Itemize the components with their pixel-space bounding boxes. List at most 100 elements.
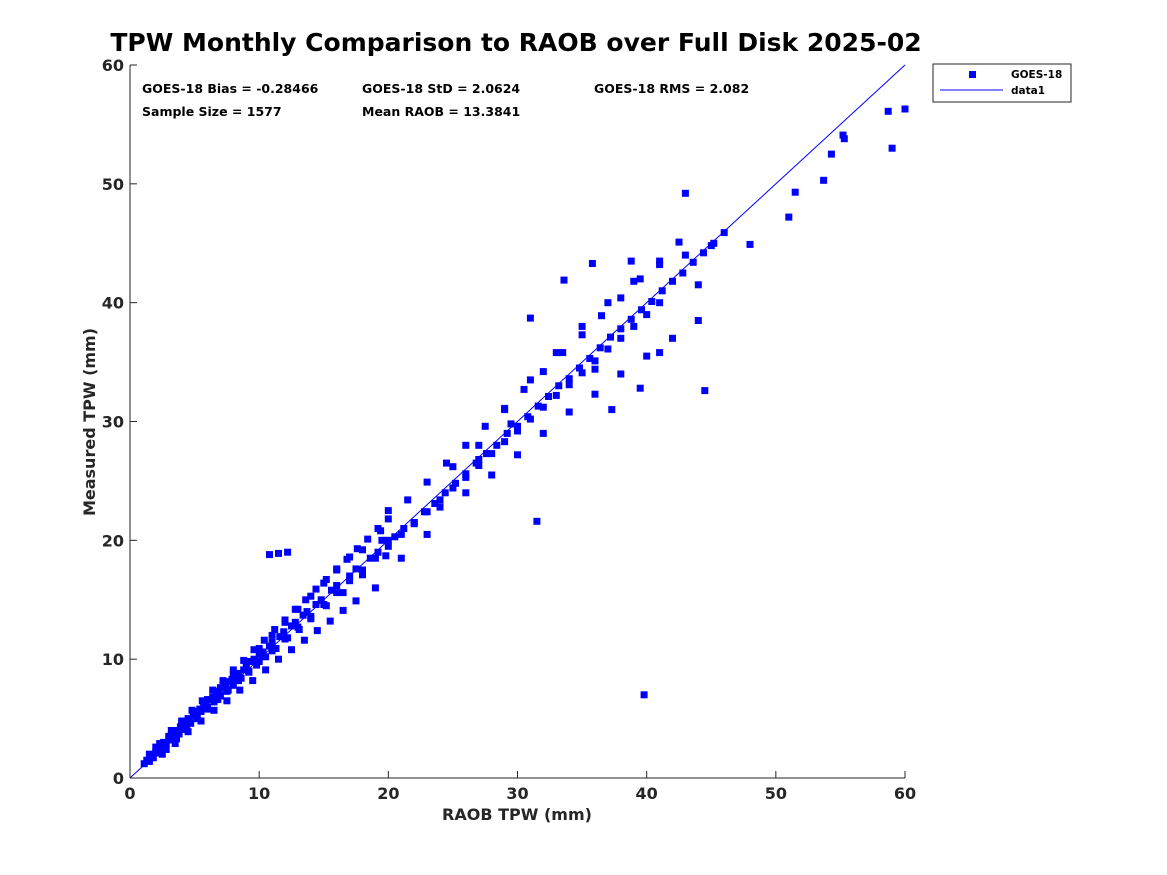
data-point — [608, 406, 616, 414]
data-point — [198, 697, 206, 705]
data-point — [364, 535, 372, 543]
data-point — [275, 655, 282, 663]
y-tick-label: 60 — [102, 56, 124, 75]
data-point — [162, 740, 170, 747]
data-point — [214, 696, 222, 704]
data-point — [501, 438, 509, 446]
data-point — [545, 393, 552, 400]
data-point — [526, 376, 534, 384]
data-point — [526, 415, 534, 423]
data-point — [188, 706, 196, 714]
data-point — [145, 757, 153, 765]
data-point — [359, 566, 366, 574]
data-point — [255, 650, 263, 658]
reference-line-data1 — [129, 64, 906, 779]
data-point — [588, 260, 596, 267]
data-point — [249, 677, 257, 685]
data-point — [262, 653, 270, 661]
data-point — [700, 249, 707, 257]
data-point — [259, 648, 267, 656]
data-point — [483, 450, 490, 458]
data-point — [197, 717, 205, 725]
data-point — [694, 317, 702, 324]
data-point — [223, 697, 231, 705]
data-point — [820, 176, 828, 184]
data-point — [302, 596, 310, 604]
data-point — [591, 390, 599, 398]
data-point — [514, 422, 521, 430]
data-point — [346, 577, 354, 585]
data-point — [276, 633, 284, 641]
legend-label-goes18: GOES-18 — [1011, 69, 1062, 81]
data-point — [260, 636, 268, 644]
data-point — [189, 712, 197, 720]
data-point — [204, 705, 211, 713]
data-point — [152, 743, 160, 751]
data-point — [638, 306, 645, 314]
data-point — [320, 579, 328, 587]
data-point — [443, 459, 450, 467]
data-point — [333, 589, 341, 597]
data-point — [228, 675, 236, 683]
data-point — [236, 686, 244, 694]
data-point — [423, 508, 431, 516]
data-point — [656, 349, 664, 357]
data-point — [307, 612, 315, 620]
data-point — [216, 692, 224, 700]
data-point — [689, 258, 697, 266]
data-point — [173, 735, 180, 743]
data-point — [627, 257, 635, 265]
y-tick-label: 50 — [102, 175, 124, 194]
data-point — [669, 334, 676, 342]
data-point — [578, 331, 586, 339]
data-point — [520, 385, 528, 393]
data-point — [694, 281, 702, 289]
y-tick-label: 30 — [102, 413, 124, 432]
data-point — [240, 656, 248, 664]
data-point — [404, 496, 412, 504]
y-tick-label: 10 — [102, 650, 124, 669]
data-point — [219, 677, 227, 685]
scatter-series-goes18 — [140, 105, 909, 768]
data-point — [452, 479, 459, 487]
data-point — [791, 188, 799, 196]
data-point — [253, 661, 261, 669]
data-point — [382, 552, 390, 560]
data-point — [158, 750, 166, 758]
data-point — [250, 646, 258, 654]
data-point — [320, 601, 328, 608]
data-point — [462, 473, 470, 481]
data-point — [643, 352, 651, 360]
data-point — [333, 565, 341, 573]
data-point — [488, 471, 496, 479]
data-point — [165, 732, 173, 740]
y-tick-label: 20 — [102, 531, 124, 550]
x-tick-label: 50 — [765, 784, 787, 803]
x-tick-label: 0 — [124, 784, 135, 803]
data-point — [607, 333, 614, 341]
data-point — [436, 496, 444, 504]
data-point — [431, 500, 439, 507]
data-point — [204, 696, 211, 704]
data-point — [449, 463, 457, 471]
data-point — [353, 545, 361, 553]
data-point — [299, 611, 307, 619]
data-point — [617, 325, 625, 333]
data-point — [679, 269, 687, 277]
legend: GOES-18 data1 — [932, 63, 1072, 103]
data-point — [154, 749, 162, 757]
data-point — [235, 669, 242, 677]
data-point — [643, 311, 651, 319]
data-point — [488, 450, 496, 458]
data-point — [617, 294, 625, 302]
data-point — [250, 655, 258, 663]
data-point — [410, 520, 418, 528]
data-point — [640, 691, 648, 699]
data-point — [462, 470, 470, 478]
data-point — [175, 730, 183, 738]
data-point — [462, 489, 470, 497]
data-point — [840, 135, 848, 143]
data-point — [235, 677, 242, 685]
data-point — [162, 746, 170, 753]
data-point — [397, 530, 405, 538]
